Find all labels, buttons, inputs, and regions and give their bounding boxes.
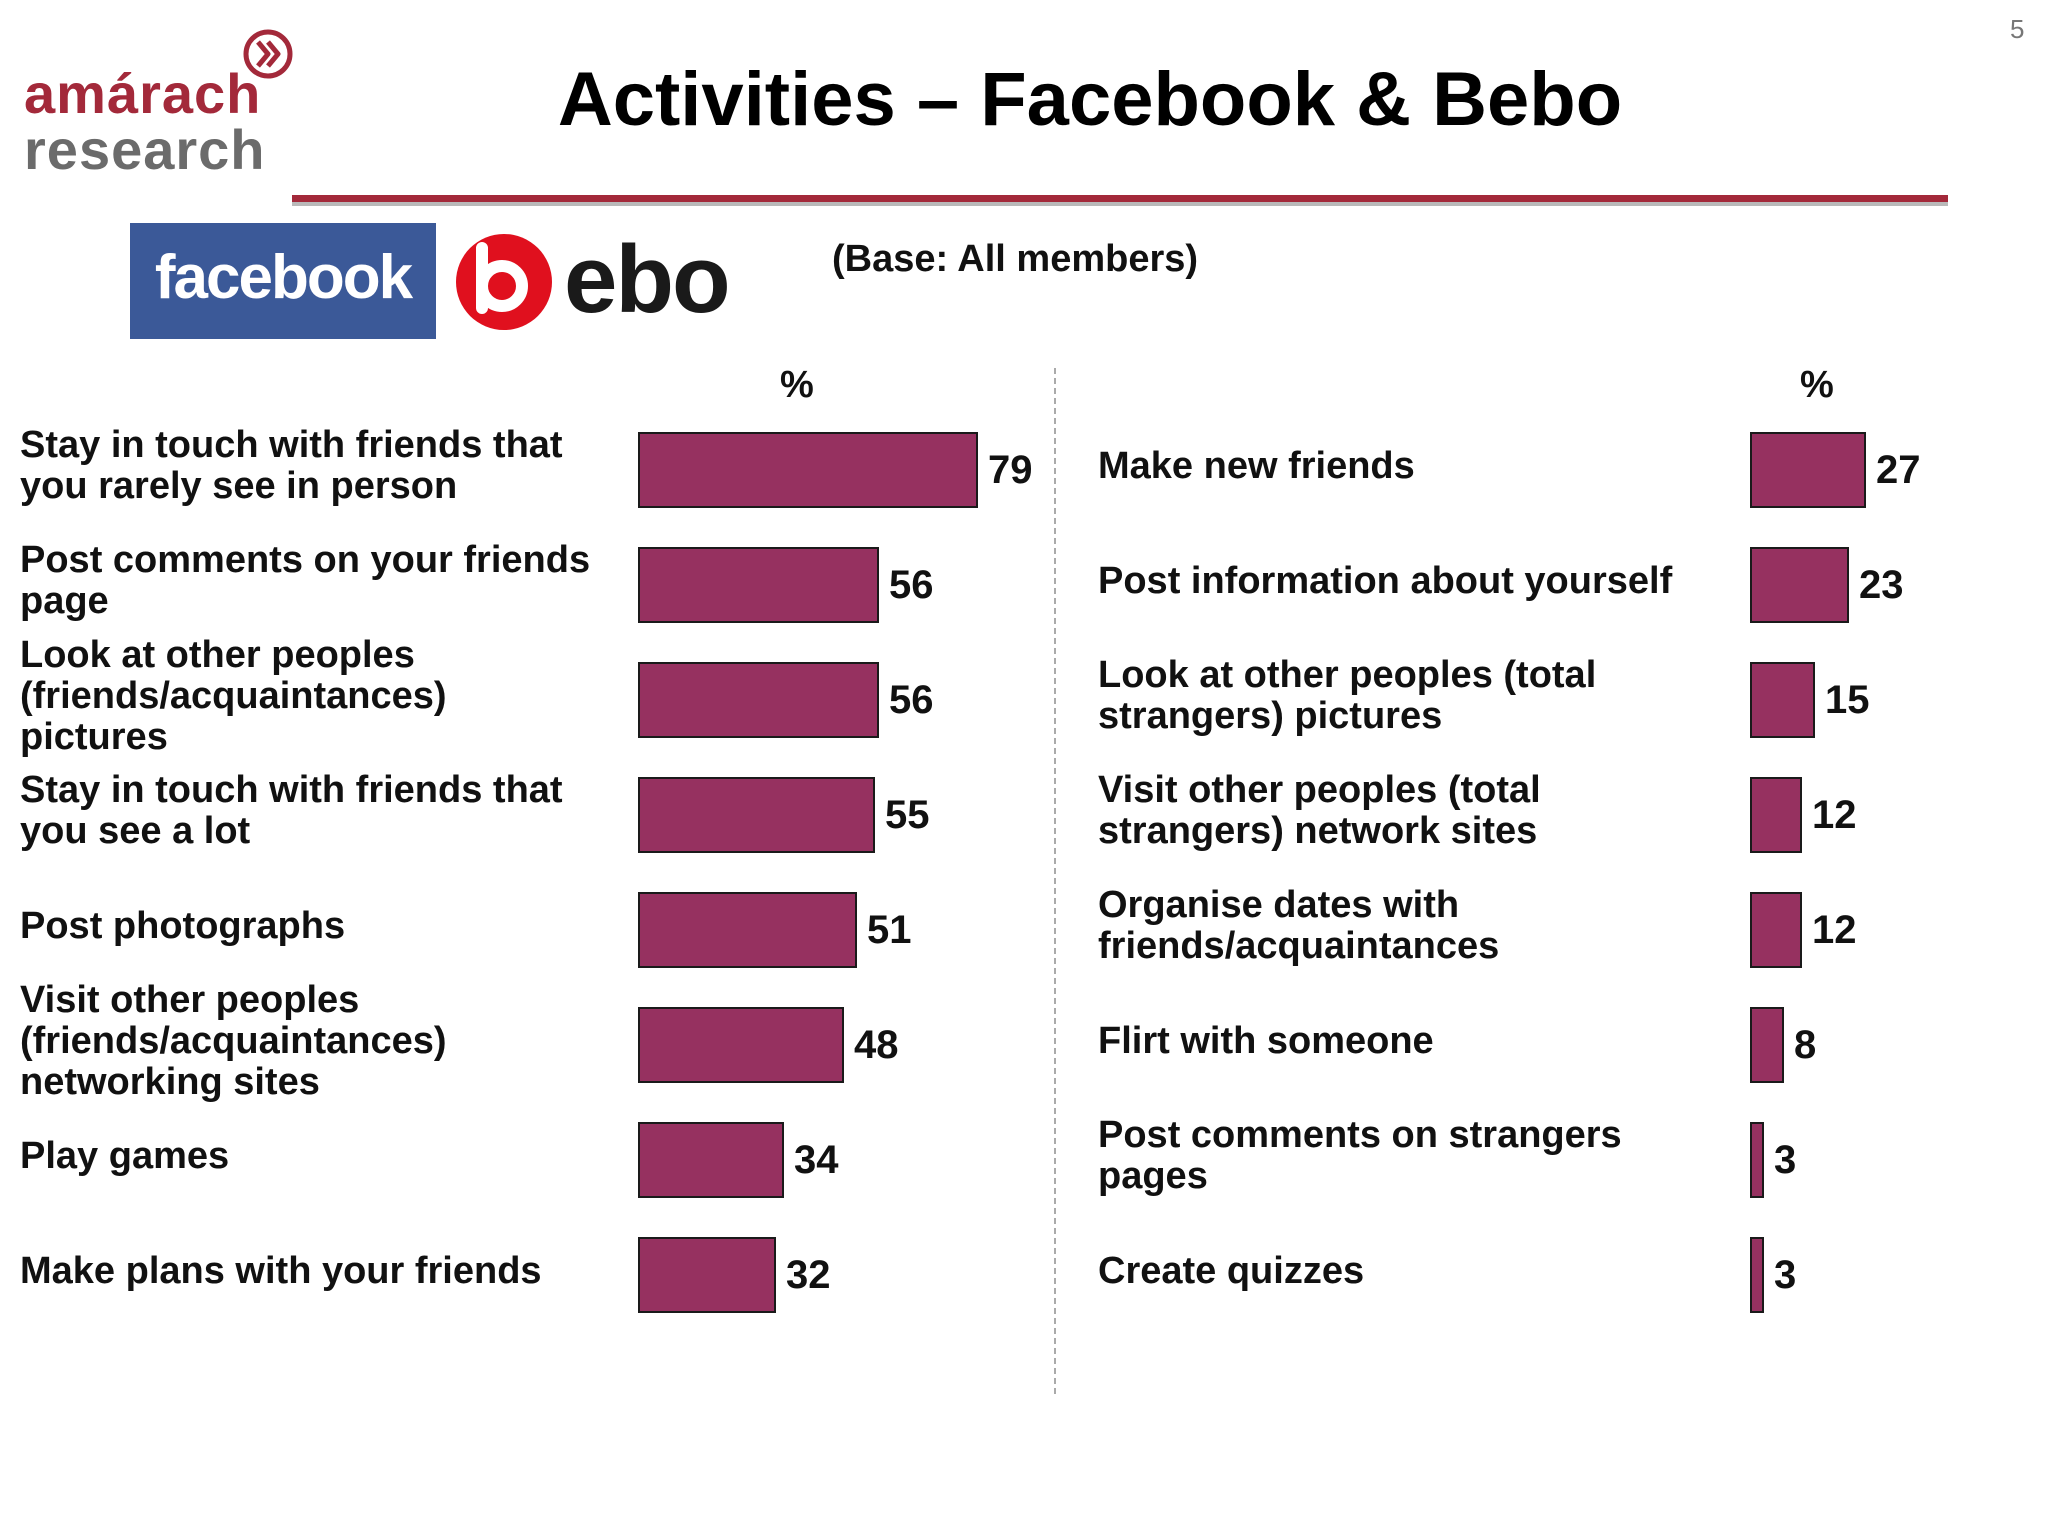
- chart-1-data-label: 32: [786, 1253, 831, 1297]
- bebo-logo: ebo: [452, 226, 752, 336]
- chart-1-category-label: Post photographs: [20, 906, 345, 947]
- chart-1-category-label: Visit other peoples (friends/acquaintance…: [20, 980, 447, 1103]
- chart-2-data-label: 15: [1825, 678, 1870, 722]
- chart-1-category-label: Stay in touch with friends that you rarel…: [20, 425, 563, 507]
- chevron-right-icon: [243, 29, 293, 79]
- chart-2-bar: [1750, 1122, 1764, 1198]
- chart-2-bar: [1750, 547, 1849, 623]
- category-label-line: Make plans with your friends: [20, 1250, 542, 1292]
- chart-2-category-label: Organise dates with friends/acquaintances: [1098, 885, 1499, 967]
- chart-2-data-label: 12: [1812, 793, 1857, 837]
- category-label-line: Play games: [20, 1135, 230, 1177]
- category-label-line: Look at other peoples: [20, 634, 415, 676]
- title-rule-red: [292, 195, 1948, 202]
- category-label-line: (friends/acquaintances): [20, 1020, 447, 1062]
- chart-1-data-label: 34: [794, 1138, 839, 1182]
- chart-2-data-label: 3: [1774, 1138, 1797, 1182]
- category-label-line: Look at other peoples (total: [1098, 654, 1597, 696]
- category-label-line: pages: [1098, 1155, 1208, 1197]
- chart-2-data-label: 8: [1794, 1023, 1817, 1067]
- bebo-logo-text: ebo: [564, 226, 731, 333]
- category-label-line: page: [20, 580, 109, 622]
- chart-1-data-label: 56: [889, 678, 934, 722]
- chart-2-category-label: Post comments on strangers pages: [1098, 1115, 1622, 1197]
- facebook-logo: facebook: [130, 223, 436, 339]
- bebo-b-icon: [456, 234, 552, 330]
- chart-1-bar: [638, 662, 879, 738]
- chart-1-bar: [638, 547, 879, 623]
- category-label-line: Post comments on your friends: [20, 539, 591, 581]
- chart-2-bar: [1750, 892, 1802, 968]
- chart-2-category-label: Flirt with someone: [1098, 1021, 1434, 1062]
- chart-2-bar: [1750, 662, 1815, 738]
- chart-2-bar: [1750, 1237, 1764, 1313]
- chart-1-bar: [638, 1122, 784, 1198]
- chart-2-category-label: Create quizzes: [1098, 1251, 1364, 1292]
- category-label-line: pictures: [20, 716, 168, 758]
- chart-1-category-label: Look at other peoples (friends/acquaintan…: [20, 635, 447, 758]
- chart-1-bar: [638, 892, 857, 968]
- chart-2-data-label: 3: [1774, 1253, 1797, 1297]
- chart-2-category-label: Make new friends: [1098, 446, 1415, 487]
- category-label-line: Post information about yourself: [1098, 560, 1673, 602]
- chart-1-unit-label: %: [780, 364, 814, 406]
- category-label-line: Create quizzes: [1098, 1250, 1365, 1292]
- category-label-line: Organise dates with: [1098, 884, 1460, 926]
- chart-1-category-label: Post comments on your friends page: [20, 540, 590, 622]
- page-title: Activities – Facebook & Bebo: [557, 57, 1623, 142]
- category-label-line: Post photographs: [20, 905, 346, 947]
- chart-2-unit-label: %: [1800, 364, 1834, 406]
- chart-1-data-label: 55: [885, 793, 930, 837]
- category-label-line: (friends/acquaintances): [20, 675, 447, 717]
- category-label-line: strangers) pictures: [1098, 695, 1443, 737]
- slide-number: 5: [2010, 14, 2025, 44]
- chart-1-bar: [638, 432, 978, 508]
- category-label-line: Flirt with someone: [1098, 1020, 1434, 1062]
- category-label-line: strangers) network sites: [1098, 810, 1538, 852]
- chart-1-data-label: 51: [867, 908, 912, 952]
- category-label-line: Post comments on strangers: [1098, 1114, 1622, 1156]
- logo-word-research: research: [24, 118, 266, 181]
- category-label-line: Visit other peoples: [20, 979, 360, 1021]
- logo-word-amarach: amárach: [24, 62, 262, 125]
- chart-1-bar: [638, 1237, 776, 1313]
- chart-1-data-label: 48: [854, 1023, 899, 1067]
- category-label-line: you rarely see in person: [20, 465, 458, 507]
- chart-1-category-label: Make plans with your friends: [20, 1251, 542, 1292]
- title-rule-grey: [292, 202, 1948, 206]
- chart-2-category-label: Look at other peoples (total strangers) p…: [1098, 655, 1596, 737]
- category-label-line: Visit other peoples (total: [1098, 769, 1541, 811]
- chart-2-bar: [1750, 432, 1866, 508]
- chart-1-category-label: Play games: [20, 1136, 229, 1177]
- category-label-line: friends/acquaintances: [1098, 925, 1500, 967]
- chart-2-data-label: 23: [1859, 563, 1904, 607]
- panel-divider: [1054, 368, 1056, 1394]
- category-label-line: Stay in touch with friends that: [20, 424, 563, 466]
- chart-2-bar: [1750, 777, 1802, 853]
- chart-1-data-label: 79: [988, 448, 1033, 492]
- chart-1-bar: [638, 1007, 844, 1083]
- chart-1-category-label: Stay in touch with friends that you see a…: [20, 770, 563, 852]
- chart-1-bar: [638, 777, 875, 853]
- chart-2-data-label: 27: [1876, 448, 1921, 492]
- chart-2-data-label: 12: [1812, 908, 1857, 952]
- amarach-research-logo: amárach research: [24, 28, 324, 178]
- chart-2-category-label: Visit other peoples (total strangers) net…: [1098, 770, 1541, 852]
- base-note: (Base: All members): [832, 238, 1199, 280]
- chart-2-category-label: Post information about yourself: [1098, 561, 1672, 602]
- chart-2-bar: [1750, 1007, 1784, 1083]
- category-label-line: Make new friends: [1098, 445, 1415, 487]
- facebook-logo-text: facebook: [154, 243, 413, 312]
- chart-1-data-label: 56: [889, 563, 934, 607]
- category-label-line: networking sites: [20, 1061, 320, 1103]
- category-label-line: Stay in touch with friends that: [20, 769, 563, 811]
- category-label-line: you see a lot: [20, 810, 251, 852]
